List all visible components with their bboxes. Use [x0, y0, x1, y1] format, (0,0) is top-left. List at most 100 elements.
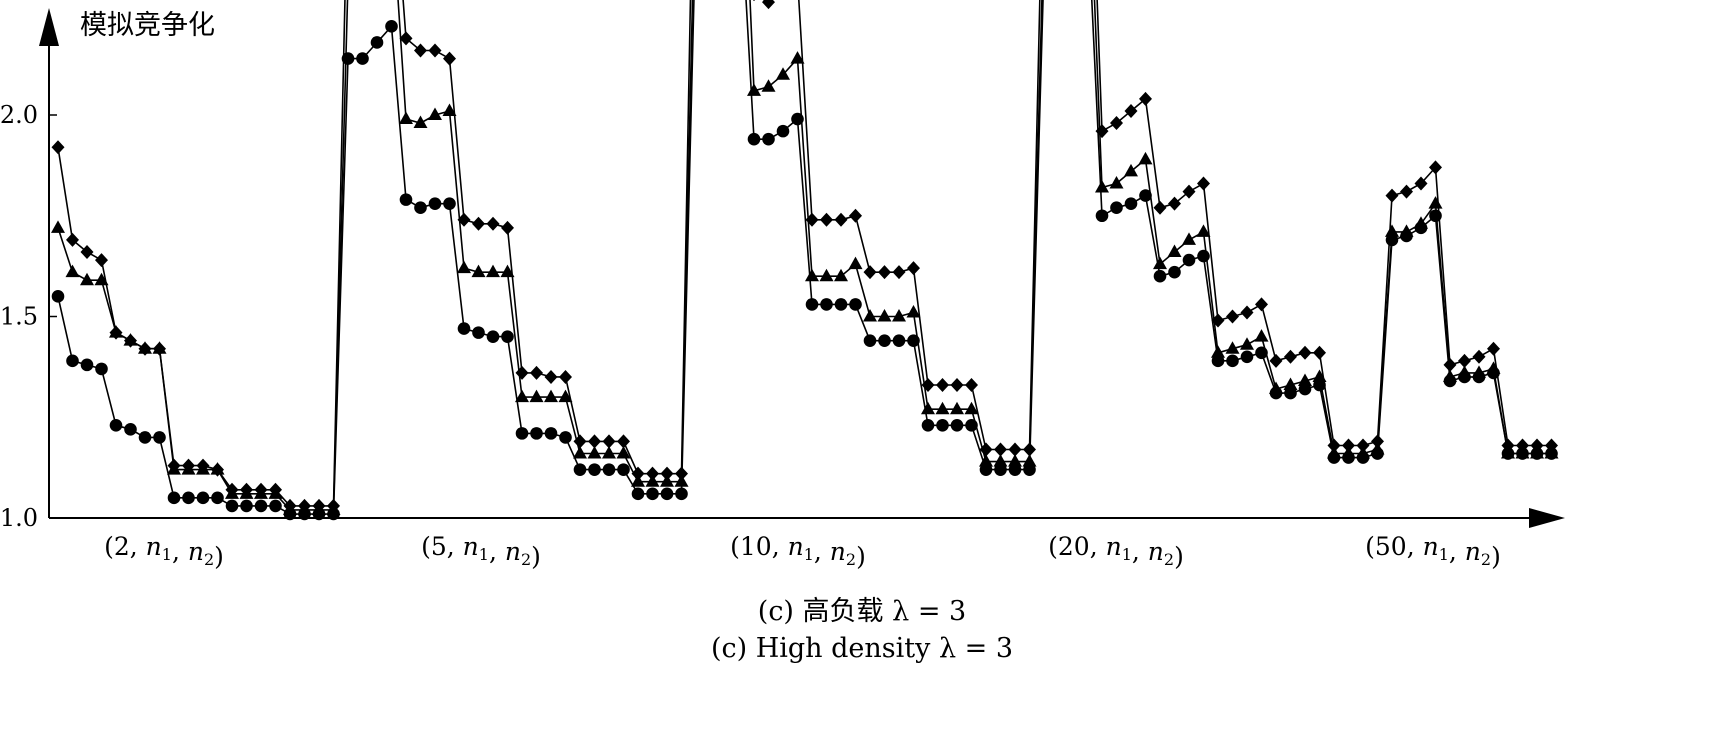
- data-point-triangle: [645, 474, 660, 487]
- data-point-circle: [646, 487, 659, 501]
- data-point-circle: [1255, 346, 1268, 360]
- data-point-triangle: [587, 446, 602, 459]
- data-point-circle: [1168, 265, 1181, 279]
- data-point-diamond: [1124, 103, 1138, 118]
- data-point-diamond: [1182, 184, 1196, 199]
- data-point-diamond: [1255, 297, 1268, 312]
- data-point-circle: [863, 334, 877, 347]
- data-point-circle: [1095, 209, 1109, 223]
- data-point-diamond: [1168, 196, 1181, 211]
- data-point-triangle: [167, 462, 181, 475]
- data-point-triangle: [964, 401, 979, 415]
- data-point-circle: [124, 423, 137, 436]
- data-point-triangle: [906, 304, 921, 318]
- data-point-circle: [573, 463, 587, 476]
- data-point-triangle: [573, 446, 587, 459]
- data-point-triangle: [225, 486, 239, 499]
- series-line: [57, 0, 1552, 507]
- data-point-diamond: [1110, 116, 1123, 131]
- x-group-label: (20, n1, n2): [1048, 532, 1184, 571]
- series-diamond: [51, 0, 1558, 513]
- data-point-triangle: [1153, 256, 1167, 270]
- y-tick-label: 1.0: [0, 504, 38, 532]
- data-point-triangle: [877, 309, 892, 322]
- data-point-triangle: [863, 309, 877, 322]
- data-point-triangle: [413, 115, 428, 129]
- data-point-triangle: [486, 264, 500, 278]
- data-point-circle: [1023, 463, 1036, 476]
- data-point-triangle: [660, 474, 674, 487]
- data-point-diamond: [1240, 305, 1254, 320]
- data-point-diamond: [1153, 200, 1167, 215]
- data-point-triangle: [1095, 180, 1109, 193]
- data-point-triangle: [1254, 329, 1269, 342]
- data-point-circle: [1182, 253, 1196, 267]
- data-point-circle: [805, 298, 819, 311]
- data-point-triangle: [602, 446, 616, 459]
- data-point-diamond: [1008, 442, 1022, 457]
- data-point-circle: [1516, 447, 1529, 460]
- y-ticks: 1.01.52.02.53.03.5: [0, 101, 57, 532]
- data-point-circle: [1487, 366, 1500, 380]
- data-point-circle: [979, 463, 993, 476]
- data-point-circle: [66, 354, 79, 368]
- data-point-triangle: [1124, 163, 1138, 177]
- data-point-diamond: [602, 434, 616, 449]
- data-point-triangle: [51, 220, 65, 233]
- data-point-circle: [1472, 370, 1486, 384]
- data-point-diamond: [399, 31, 413, 46]
- data-point-diamond: [457, 212, 471, 227]
- x-axis-arrow: [1529, 508, 1565, 528]
- data-point-circle: [834, 298, 848, 311]
- data-point-triangle: [1428, 196, 1443, 209]
- data-point-circle: [791, 112, 804, 126]
- data-point-diamond: [530, 365, 543, 380]
- data-point-circle: [1327, 451, 1341, 464]
- data-point-diamond: [1356, 438, 1370, 453]
- data-point-diamond: [1197, 176, 1210, 191]
- data-point-triangle: [471, 264, 486, 278]
- data-point-circle: [588, 463, 601, 476]
- data-point-triangle: [80, 272, 94, 286]
- data-point-circle: [921, 419, 935, 432]
- data-point-diamond: [588, 434, 601, 449]
- data-point-circle: [501, 330, 514, 343]
- data-point-triangle: [1138, 151, 1153, 165]
- y-axis-label: 模拟竞争化: [80, 10, 215, 41]
- data-point-circle: [80, 358, 94, 372]
- data-point-diamond: [501, 220, 514, 235]
- data-point-triangle: [616, 446, 631, 459]
- data-point-diamond: [66, 232, 79, 247]
- x-group-label: (5, n1, n2): [421, 532, 541, 571]
- data-point-circle: [327, 507, 340, 521]
- data-point-circle: [965, 419, 978, 432]
- data-point-circle: [1385, 233, 1399, 247]
- data-point-triangle: [515, 389, 529, 403]
- data-point-circle: [341, 52, 355, 65]
- data-point-triangle: [747, 83, 761, 96]
- data-point-circle: [298, 507, 311, 521]
- axes: [39, 8, 1565, 528]
- data-point-triangle: [65, 264, 80, 278]
- data-point-diamond: [752, 0, 756, 2]
- data-point-diamond: [878, 265, 891, 280]
- data-point-circle: [51, 290, 65, 303]
- caption-chinese: (c) 高负载 λ = 3: [758, 596, 966, 627]
- data-point-circle: [1226, 354, 1239, 368]
- data-point-diamond: [1313, 345, 1326, 360]
- y-tick-label: 2.0: [0, 101, 38, 129]
- data-point-circle: [1443, 374, 1457, 388]
- data-point-diamond: [1385, 188, 1399, 203]
- data-point-triangle: [1385, 224, 1399, 237]
- data-point-triangle: [892, 309, 906, 322]
- data-point-diamond: [1269, 353, 1283, 368]
- data-point-diamond: [428, 43, 442, 58]
- data-point-circle: [907, 334, 920, 347]
- data-point-diamond: [617, 434, 630, 449]
- series-circle: [51, 0, 1558, 521]
- data-point-circle: [1240, 350, 1254, 364]
- data-point-circle: [1429, 209, 1442, 223]
- data-point-diamond: [936, 378, 949, 393]
- data-point-circle: [472, 326, 485, 339]
- data-point-circle: [225, 499, 239, 513]
